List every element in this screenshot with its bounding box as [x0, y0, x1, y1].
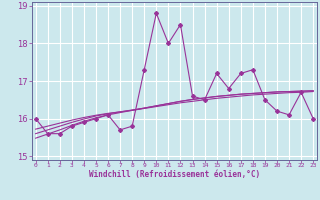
X-axis label: Windchill (Refroidissement éolien,°C): Windchill (Refroidissement éolien,°C) [89, 170, 260, 179]
